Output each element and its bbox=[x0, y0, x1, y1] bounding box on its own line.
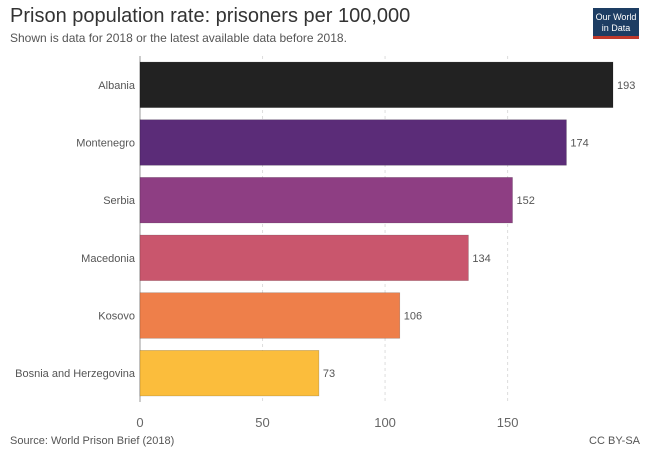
x-tick-label: 100 bbox=[374, 415, 396, 430]
bar bbox=[139, 292, 401, 339]
license-note: CC BY-SA bbox=[589, 435, 640, 447]
category-label: Montenegro bbox=[76, 138, 135, 150]
x-tick-label: 150 bbox=[497, 415, 519, 430]
value-label: 106 bbox=[404, 311, 422, 323]
logo-line-1: Our World bbox=[595, 12, 637, 22]
owid-logo[interactable]: Our World in Data bbox=[593, 8, 639, 39]
logo-line-2: in Data bbox=[601, 23, 631, 33]
chart-subtitle: Shown is data for 2018 or the latest ava… bbox=[10, 31, 347, 45]
category-label: Kosovo bbox=[98, 311, 135, 323]
chart-title: Prison population rate: prisoners per 10… bbox=[10, 5, 411, 27]
bar bbox=[139, 234, 469, 281]
value-label: 134 bbox=[472, 253, 490, 265]
x-tick-label: 50 bbox=[255, 415, 269, 430]
category-label: Serbia bbox=[103, 195, 136, 207]
source-note: Source: World Prison Brief (2018) bbox=[10, 435, 175, 447]
bar bbox=[139, 350, 320, 397]
category-label: Albania bbox=[98, 80, 136, 92]
value-label: 193 bbox=[617, 80, 635, 92]
value-label: 174 bbox=[570, 138, 588, 150]
bar bbox=[139, 119, 567, 166]
bar bbox=[139, 61, 614, 108]
x-tick-label: 0 bbox=[136, 415, 143, 430]
category-label: Bosnia and Herzegovina bbox=[15, 368, 136, 380]
value-label: 73 bbox=[323, 368, 335, 380]
category-label: Macedonia bbox=[81, 253, 136, 265]
bar bbox=[139, 177, 513, 224]
value-label: 152 bbox=[517, 195, 535, 207]
